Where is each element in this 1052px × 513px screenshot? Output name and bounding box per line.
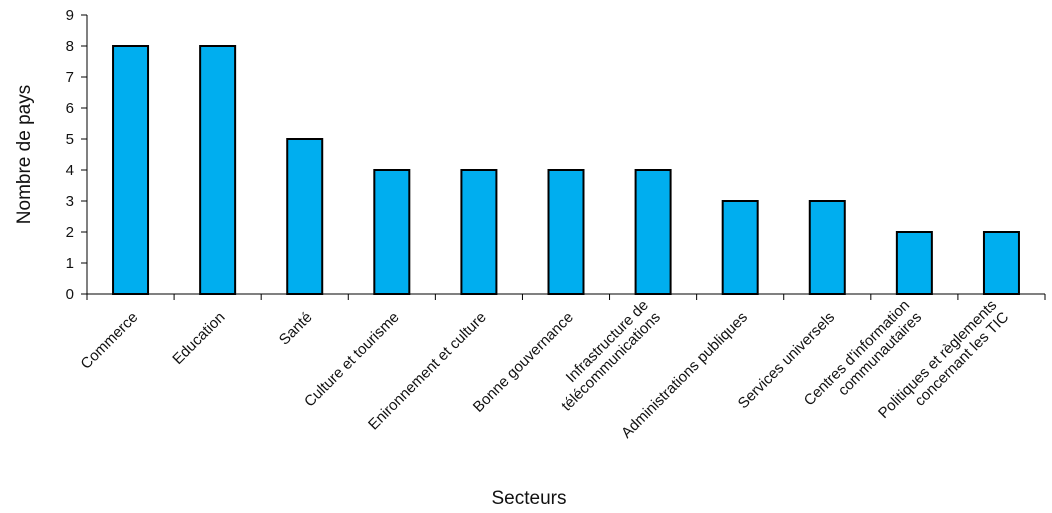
x-tick-label: Culture et tourisme <box>301 309 403 411</box>
x-tick-label-line: Culture et tourisme <box>301 309 403 411</box>
x-tick-label: Education <box>169 309 228 368</box>
x-tick-label-line: Education <box>169 309 228 368</box>
y-tick-label: 0 <box>66 286 74 303</box>
bar <box>112 45 150 295</box>
y-tick-label: 6 <box>66 100 74 117</box>
y-tick-label: 7 <box>66 69 74 86</box>
y-tick-label: 1 <box>66 255 74 272</box>
y-tick-label: 3 <box>66 193 74 210</box>
bar <box>982 231 1020 295</box>
bars <box>112 45 1020 295</box>
bar <box>721 200 759 295</box>
x-tick-label: Santé <box>276 309 316 349</box>
x-tick-label: Commerce <box>77 309 141 373</box>
bar <box>634 169 672 295</box>
bar <box>460 169 498 295</box>
y-tick-label: 5 <box>66 131 74 148</box>
y-tick-label: 4 <box>66 162 74 179</box>
y-axis-title: Nombre de pays <box>14 85 35 224</box>
y-axis: 0 1 2 3 4 5 6 7 8 9 <box>66 7 88 303</box>
y-tick-label: 2 <box>66 224 74 241</box>
bar <box>373 169 411 295</box>
x-tick-label-line: Commerce <box>77 309 141 373</box>
bar <box>286 138 324 295</box>
y-tick-label: 8 <box>66 38 74 55</box>
bar <box>895 231 933 295</box>
bar <box>808 200 846 295</box>
y-tick-label: 9 <box>66 7 74 24</box>
x-tick-label-line: Santé <box>276 309 316 349</box>
x-axis-title: Secteurs <box>492 488 567 509</box>
bar <box>199 45 237 295</box>
bar <box>547 169 585 295</box>
